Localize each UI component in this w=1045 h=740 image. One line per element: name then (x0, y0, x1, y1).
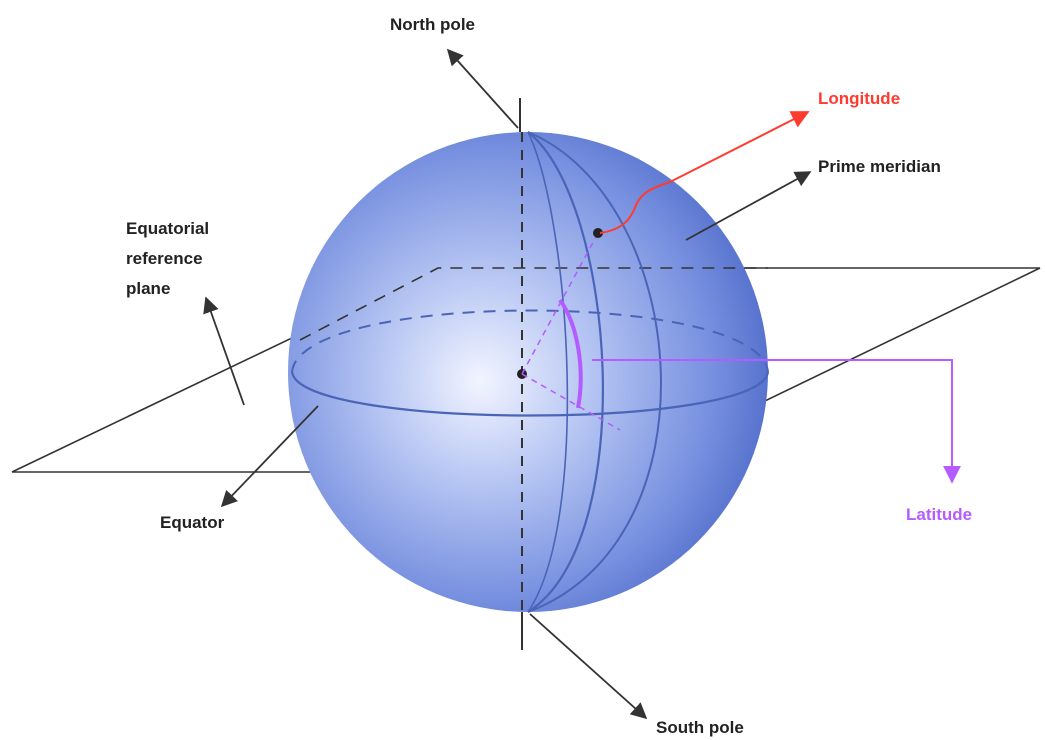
meridian-line-3 (527, 131, 569, 613)
north-pole-label: North pole (390, 15, 475, 34)
prime-meridian-leader (685, 171, 812, 241)
latitude-angle-arc (558, 298, 583, 409)
prime-meridian-label: Prime meridian (818, 157, 941, 176)
equator-back (291, 309, 769, 373)
north-pole-leader (446, 48, 519, 129)
equatorial-plane-label-line3: plane (126, 279, 170, 298)
latitude-label: Latitude (906, 505, 972, 524)
meridian-line-2 (527, 131, 662, 613)
equator-label: Equator (160, 513, 225, 532)
south-pole-leader (529, 613, 648, 720)
prime-meridian-line (527, 131, 604, 613)
plane-hidden-edge (299, 267, 768, 341)
equatorial-plane-label-line2: reference (126, 249, 203, 268)
globe-sphere (288, 132, 768, 612)
surface-point (593, 228, 603, 238)
equator-front (290, 371, 770, 417)
equatorial-plane-label-line1: Equatorial (126, 219, 209, 238)
longitude-leader (599, 111, 810, 234)
longitude-label: Longitude (818, 89, 900, 108)
latitude-ray-lower (521, 373, 621, 431)
latitude-leader (592, 359, 961, 484)
south-pole-label: South pole (656, 718, 744, 737)
equatorial-plane-leader (203, 296, 245, 406)
equator-leader (220, 405, 319, 508)
